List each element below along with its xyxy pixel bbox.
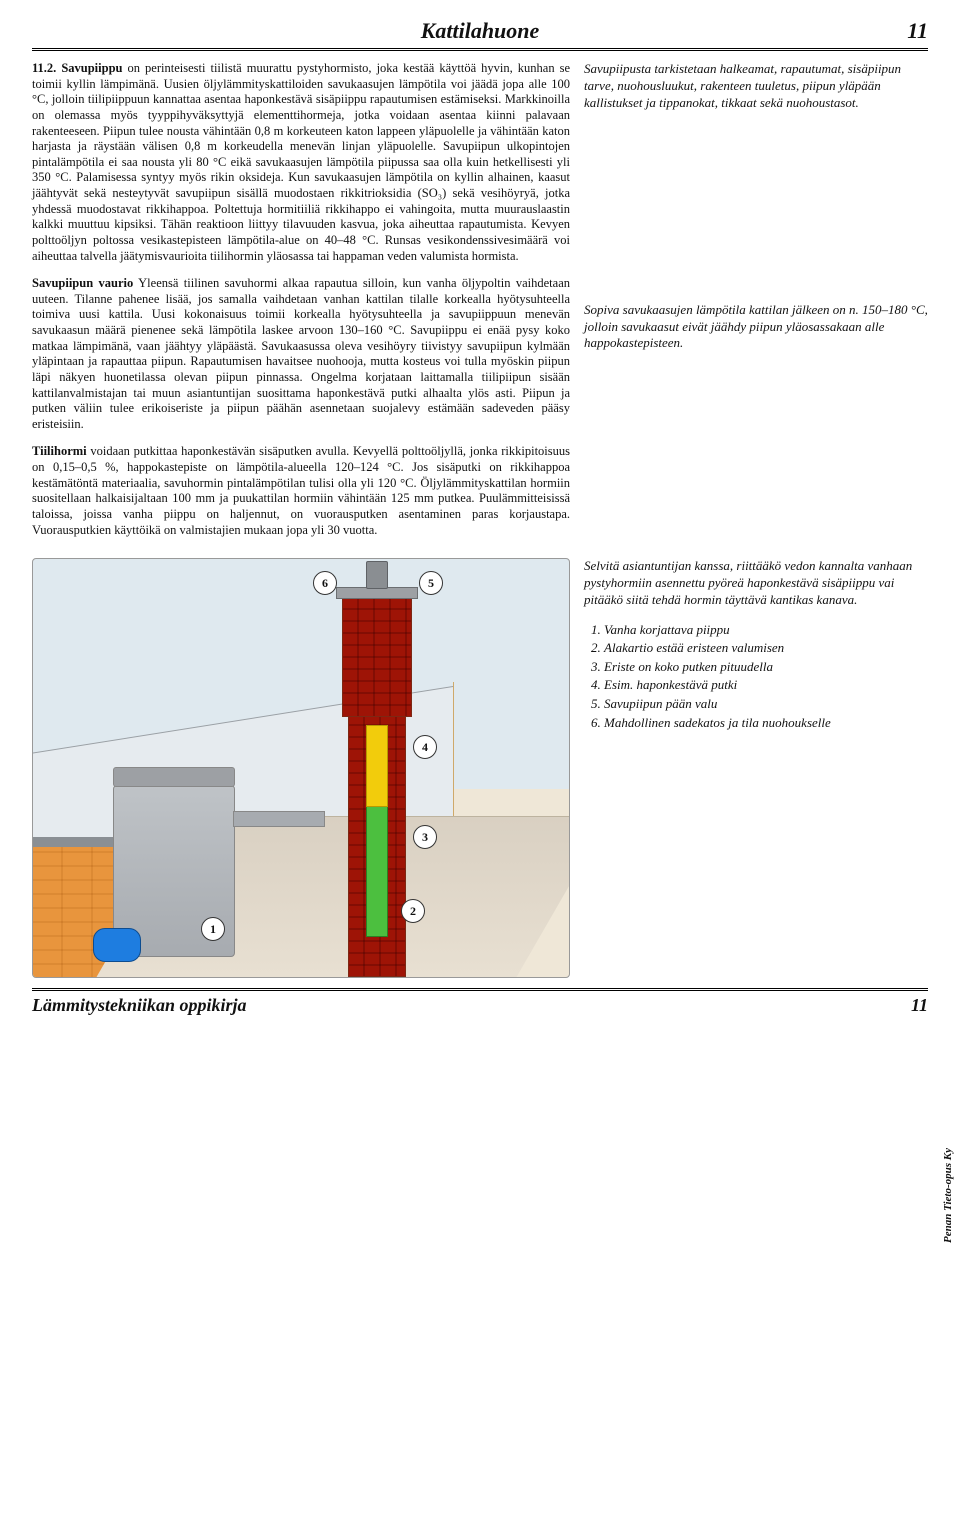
burner-shape (93, 928, 141, 962)
publisher-vertical: Penan Tieto-opus Ky (942, 1148, 954, 1243)
header-row: Kattilahuone 11 (32, 18, 928, 44)
section-lead: 11.2. Savupiippu (32, 61, 123, 75)
callout-1: 1 (201, 917, 225, 941)
two-column-layout: 11.2. Savupiippu on perinteisesti tiilis… (32, 61, 928, 550)
legend-item: Vanha korjattava piippu (604, 621, 928, 639)
chimney-top-shape (342, 597, 412, 717)
legend-item: Savupiipun pään valu (604, 695, 928, 713)
legend-item: Mahdollinen sadekatos ja tila nuohouksel… (604, 714, 928, 732)
rule-bottom (32, 988, 928, 991)
liner-yellow-shape (366, 725, 388, 807)
document-page: Kattilahuone 11 11.2. Savupiippu on peri… (0, 0, 960, 1032)
chimney-shape (348, 597, 404, 977)
legend-item: Esim. haponkestävä putki (604, 676, 928, 694)
side-note-1: Savupiipusta tarkistetaan halkeamat, rap… (584, 61, 928, 112)
side-note-3: Selvitä asiantuntijan kanssa, riittääkö … (584, 558, 928, 609)
section-lead: Tiilihormi (32, 444, 87, 458)
page-number-top: 11 (907, 18, 928, 44)
footer-row: Lämmitystekniikan oppikirja 11 (32, 995, 928, 1022)
book-title: Lämmitystekniikan oppikirja (32, 995, 247, 1016)
flue-connector-shape (233, 811, 325, 827)
callout-6: 6 (313, 571, 337, 595)
section-savupiipun-vaurio: Savupiipun vaurio Yleensä tiilinen savuh… (32, 276, 570, 432)
side-note-2: Sopiva savukaasujen lämpötila kattilan j… (584, 302, 928, 353)
section-body: on perinteisesti tiilistä muurattu pysty… (32, 61, 570, 263)
boiler-top-shape (113, 767, 235, 787)
callout-5: 5 (419, 571, 443, 595)
callout-3: 3 (413, 825, 437, 849)
section-tiilihormi: Tiilihormi voidaan putkittaa haponkestäv… (32, 444, 570, 538)
callout-2: 2 (401, 899, 425, 923)
illustration-cell: 1 2 3 4 5 6 (32, 558, 570, 978)
section-body: voidaan putkittaa haponkestävän sisäputk… (32, 444, 570, 536)
section-body: Yleensä tiilinen savuhormi alkaa rapautu… (32, 276, 570, 431)
legend-list: Vanha korjattava piippu Alakartio estää … (584, 621, 928, 731)
illustration-sidebar: Selvitä asiantuntijan kanssa, riittääkö … (584, 558, 928, 743)
section-lead: Savupiipun vaurio (32, 276, 133, 290)
page-number-bottom: 11 (911, 995, 928, 1016)
rule-top (32, 48, 928, 51)
spacer (584, 124, 928, 302)
chimney-stub-shape (366, 561, 388, 589)
sidebar-column: Savupiipusta tarkistetaan halkeamat, rap… (584, 61, 928, 550)
illustration-row: 1 2 3 4 5 6 Selvitä asiantuntijan kanssa… (32, 558, 928, 978)
liner-green-shape (366, 805, 388, 937)
legend-item: Eriste on koko putken pituudella (604, 658, 928, 676)
chimney-illustration: 1 2 3 4 5 6 (32, 558, 570, 978)
main-column: 11.2. Savupiippu on perinteisesti tiilis… (32, 61, 570, 550)
page-title: Kattilahuone (32, 18, 928, 44)
callout-4: 4 (413, 735, 437, 759)
legend-item: Alakartio estää eristeen valumisen (604, 639, 928, 657)
section-savupiippu: 11.2. Savupiippu on perinteisesti tiilis… (32, 61, 570, 264)
